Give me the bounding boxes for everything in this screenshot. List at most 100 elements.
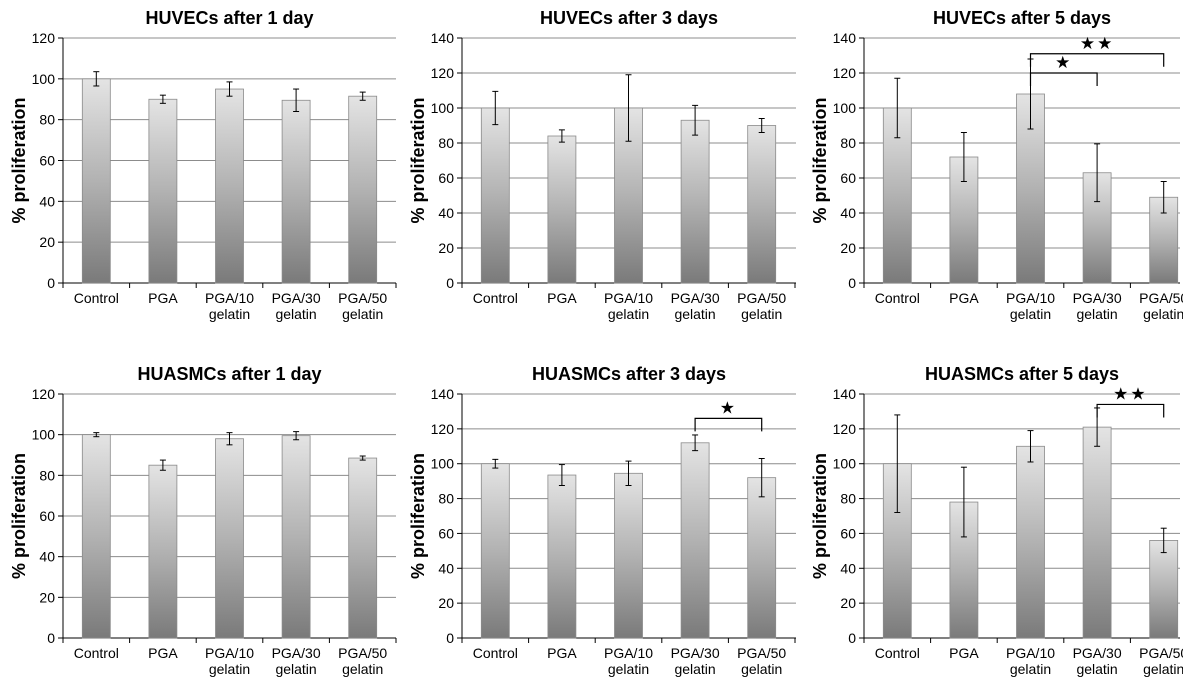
- bar: [680, 119, 710, 284]
- x-tick-label: gelatin: [1010, 306, 1051, 322]
- x-tick-label: PGA/50: [737, 290, 786, 306]
- y-tick-label: 80: [438, 491, 454, 507]
- chart-title: HUASMCs after 3 days: [532, 364, 726, 384]
- y-tick-label: 60: [840, 525, 856, 541]
- y-tick-label: 40: [840, 560, 856, 576]
- y-tick-label: 120: [32, 30, 56, 46]
- y-tick-label: 120: [833, 421, 857, 437]
- x-tick-label: Control: [473, 290, 518, 306]
- y-tick-label: 0: [848, 630, 856, 646]
- y-tick-label: 40: [438, 205, 454, 221]
- bar: [1016, 445, 1045, 639]
- chart-title: HUVECs after 5 days: [933, 8, 1111, 28]
- y-tick-label: 80: [39, 112, 55, 128]
- x-tick-label: Control: [875, 645, 920, 661]
- bar: [1082, 426, 1112, 639]
- y-axis-label: % proliferation: [9, 453, 29, 579]
- x-tick-label: PGA/10: [1006, 645, 1055, 661]
- x-tick-label: PGA/30: [1073, 645, 1122, 661]
- y-tick-label: 100: [833, 100, 857, 116]
- y-tick-label: 0: [446, 630, 454, 646]
- x-tick-label: PGA/10: [604, 290, 653, 306]
- x-tick-label: Control: [473, 645, 518, 661]
- x-tick-label: gelatin: [741, 306, 782, 322]
- y-tick-label: 60: [39, 153, 55, 169]
- y-tick-label: 100: [431, 456, 455, 472]
- y-tick-label: 140: [431, 30, 455, 46]
- bar: [680, 442, 710, 639]
- x-tick-label: gelatin: [342, 306, 383, 322]
- x-tick-label: PGA: [148, 290, 178, 306]
- x-tick-label: PGA/50: [1139, 645, 1183, 661]
- x-tick-label: gelatin: [1010, 661, 1051, 677]
- significance-label: ★: [720, 398, 737, 417]
- x-tick-label: gelatin: [608, 306, 649, 322]
- y-tick-label: 40: [438, 560, 454, 576]
- y-tick-label: 120: [833, 65, 857, 81]
- y-tick-label: 80: [438, 135, 454, 151]
- y-tick-label: 40: [840, 205, 856, 221]
- significance-label: ★★: [1113, 384, 1147, 403]
- bar: [81, 78, 111, 284]
- bar: [281, 435, 311, 639]
- x-tick-label: PGA/50: [1139, 290, 1183, 306]
- y-tick-label: 100: [32, 427, 56, 443]
- y-tick-label: 60: [438, 525, 454, 541]
- x-tick-label: PGA: [148, 645, 178, 661]
- x-tick-label: PGA/10: [205, 645, 254, 661]
- bar: [215, 438, 244, 639]
- y-tick-label: 40: [39, 193, 55, 209]
- x-tick-label: gelatin: [1143, 661, 1183, 677]
- y-tick-label: 0: [47, 275, 55, 291]
- x-tick-label: PGA/10: [604, 645, 653, 661]
- y-axis-label: % proliferation: [810, 453, 830, 579]
- y-tick-label: 120: [32, 386, 56, 402]
- x-tick-label: gelatin: [674, 661, 715, 677]
- bar: [480, 107, 510, 284]
- x-tick-label: gelatin: [1143, 306, 1183, 322]
- significance-bracket: [1029, 53, 1165, 67]
- x-tick-label: PGA: [949, 290, 979, 306]
- y-tick-label: 100: [32, 71, 56, 87]
- x-tick-label: PGA/30: [671, 290, 720, 306]
- significance-bracket: [1029, 72, 1098, 86]
- y-tick-label: 20: [438, 240, 454, 256]
- bar: [480, 463, 510, 639]
- y-tick-label: 0: [47, 630, 55, 646]
- x-tick-label: PGA: [547, 645, 577, 661]
- x-tick-label: Control: [74, 645, 119, 661]
- y-axis-label: % proliferation: [408, 97, 428, 223]
- y-tick-label: 80: [840, 135, 856, 151]
- x-tick-label: PGA/50: [338, 290, 387, 306]
- y-tick-label: 60: [840, 170, 856, 186]
- x-tick-label: Control: [875, 290, 920, 306]
- x-tick-label: gelatin: [209, 306, 250, 322]
- significance-label: ★: [1055, 53, 1072, 72]
- y-tick-label: 0: [446, 275, 454, 291]
- bar: [747, 477, 777, 639]
- x-tick-label: gelatin: [275, 661, 316, 677]
- y-axis-label: % proliferation: [810, 97, 830, 223]
- chart-title: HUASMCs after 1 day: [137, 364, 321, 384]
- x-tick-label: PGA/10: [205, 290, 254, 306]
- y-tick-label: 80: [840, 491, 856, 507]
- x-tick-label: gelatin: [1076, 306, 1117, 322]
- chart-title: HUASMCs after 5 days: [925, 364, 1119, 384]
- bar: [747, 125, 777, 284]
- bar: [148, 464, 178, 639]
- y-tick-label: 100: [833, 456, 857, 472]
- y-tick-label: 20: [840, 240, 856, 256]
- y-tick-label: 140: [833, 30, 857, 46]
- x-tick-label: PGA/30: [272, 645, 321, 661]
- y-tick-label: 120: [431, 65, 455, 81]
- bar: [348, 95, 378, 284]
- significance-bracket: [1096, 403, 1165, 418]
- y-tick-label: 20: [840, 595, 856, 611]
- bar: [1149, 540, 1179, 639]
- x-tick-label: PGA/30: [272, 290, 321, 306]
- y-tick-label: 100: [431, 100, 455, 116]
